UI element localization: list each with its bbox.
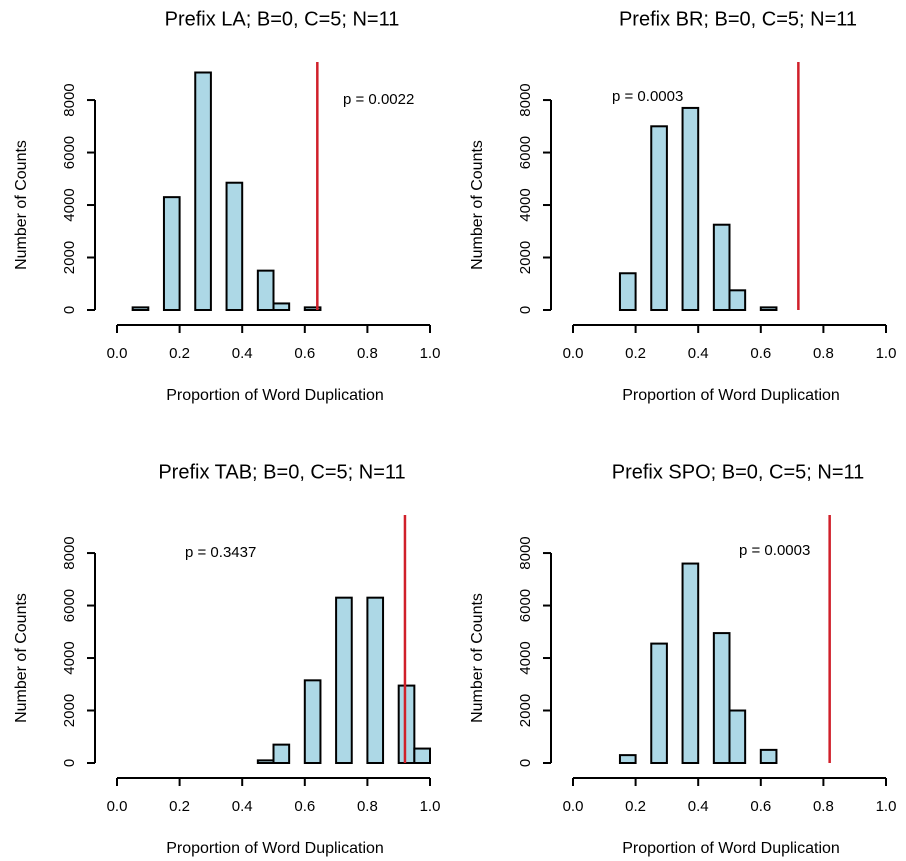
y-tick-label: 4000 (61, 188, 78, 221)
histogram-bar (335, 596, 353, 764)
histogram-bar (681, 106, 700, 312)
histogram-bar (728, 289, 747, 312)
x-tick-label: 0.4 (688, 798, 709, 815)
panel: Prefix BR; B=0, C=5; N=11 Proportion of W… (469, 8, 896, 404)
x-tick-label: 0.6 (750, 345, 771, 362)
histogram-bar (225, 181, 244, 311)
histogram-bar (256, 759, 275, 765)
histogram-bar (618, 754, 637, 764)
x-axis-title: Proportion of Word Duplication (622, 387, 840, 404)
y-tick-label: 0 (517, 306, 534, 314)
histogram-bar (728, 709, 747, 764)
x-tick-label: 0.6 (294, 798, 315, 815)
y-tick-label: 6000 (61, 136, 78, 169)
y-tick-label: 0 (61, 759, 78, 767)
histogram-bar (759, 306, 778, 312)
p-value-annotation: p = 0.3437 (185, 544, 256, 561)
histogram-bar (162, 196, 181, 311)
y-axis-title: Number of Counts (469, 140, 486, 270)
x-tick-label: 0.2 (625, 345, 646, 362)
chart-title: Prefix BR; B=0, C=5; N=11 (619, 8, 857, 30)
y-axis-title: Number of Counts (13, 140, 30, 270)
y-tick-label: 6000 (61, 589, 78, 622)
y-tick-label: 8000 (61, 536, 78, 569)
x-tick-label: 0.0 (107, 345, 128, 362)
x-tick-label: 1.0 (876, 345, 897, 362)
histogram-bar (256, 269, 275, 311)
x-tick-label: 0.8 (357, 798, 378, 815)
x-axis-title: Proportion of Word Duplication (622, 840, 840, 857)
y-tick-label: 8000 (517, 536, 534, 569)
y-tick-label: 4000 (517, 641, 534, 674)
panel: Prefix LA; B=0, C=5; N=11 Proportion of W… (13, 8, 440, 404)
x-tick-label: 0.2 (169, 345, 190, 362)
y-tick-label: 0 (61, 306, 78, 314)
x-tick-label: 0.2 (625, 798, 646, 815)
histogram-bar (303, 306, 322, 312)
histogram-bar (712, 632, 731, 764)
chart-title: Prefix LA; B=0, C=5; N=11 (165, 8, 400, 30)
y-axis-title: Number of Counts (13, 593, 30, 723)
x-tick-label: 0.0 (107, 798, 128, 815)
histogram-bar (366, 596, 385, 764)
y-tick-label: 2000 (517, 241, 534, 274)
histogram-bar (650, 125, 668, 311)
chart-title: Prefix TAB; B=0, C=5; N=11 (158, 461, 405, 483)
x-tick-label: 0.8 (813, 345, 834, 362)
p-value-annotation: p = 0.0003 (612, 88, 683, 105)
y-tick-label: 6000 (517, 589, 534, 622)
histogram-bar (272, 302, 291, 311)
p-value-annotation: p = 0.0022 (343, 91, 414, 108)
x-tick-label: 0.0 (563, 345, 584, 362)
y-tick-label: 2000 (61, 241, 78, 274)
y-tick-label: 4000 (61, 641, 78, 674)
x-tick-label: 1.0 (420, 798, 441, 815)
x-tick-label: 1.0 (420, 345, 441, 362)
histogram-bar (413, 747, 432, 764)
x-tick-label: 0.6 (750, 798, 771, 815)
x-axis-title: Proportion of Word Duplication (166, 387, 384, 404)
histogram-bar (759, 748, 778, 764)
x-tick-label: 0.2 (169, 798, 190, 815)
histogram-bar (272, 743, 291, 765)
p-value-annotation: p = 0.0003 (739, 542, 810, 559)
x-tick-label: 1.0 (876, 798, 897, 815)
x-tick-label: 0.0 (563, 798, 584, 815)
x-tick-label: 0.4 (688, 345, 709, 362)
histogram-bar (303, 679, 322, 764)
x-tick-label: 0.4 (232, 798, 253, 815)
chart-title: Prefix SPO; B=0, C=5; N=11 (612, 461, 865, 483)
x-tick-label: 0.8 (813, 798, 834, 815)
x-tick-label: 0.8 (357, 345, 378, 362)
panel: Prefix TAB; B=0, C=5; N=11 Proportion of … (13, 461, 440, 857)
histogram-bar (650, 642, 668, 764)
y-tick-label: 6000 (517, 136, 534, 169)
y-axis-title: Number of Counts (469, 593, 486, 723)
panel: Prefix SPO; B=0, C=5; N=11 Proportion of … (469, 461, 896, 857)
y-tick-label: 8000 (61, 83, 78, 116)
histogram-bar (397, 684, 416, 765)
y-tick-label: 2000 (517, 694, 534, 727)
histogram-bar (712, 223, 731, 312)
histogram-bar (131, 306, 150, 312)
y-tick-label: 8000 (517, 83, 534, 116)
y-tick-label: 0 (517, 759, 534, 767)
y-tick-label: 4000 (517, 188, 534, 221)
histogram-bar (681, 562, 700, 764)
histogram-bar (194, 71, 212, 311)
x-tick-label: 0.4 (232, 345, 253, 362)
x-tick-label: 0.6 (294, 345, 315, 362)
histogram-bar (618, 272, 637, 311)
x-axis-title: Proportion of Word Duplication (166, 840, 384, 857)
y-tick-label: 2000 (61, 694, 78, 727)
